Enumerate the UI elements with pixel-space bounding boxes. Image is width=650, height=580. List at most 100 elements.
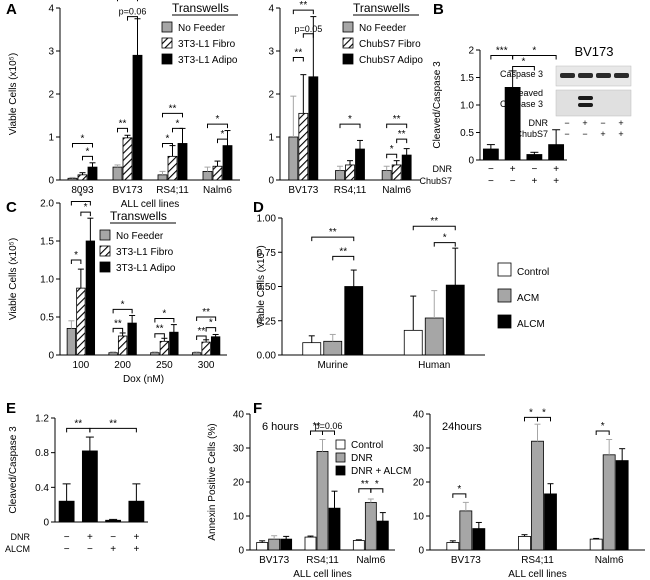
significance-label: **: [114, 318, 122, 329]
bar: [344, 286, 364, 356]
significance-bracket: [595, 430, 610, 435]
y-tick-label: 2: [48, 90, 54, 101]
y-tick-label: 3: [48, 47, 54, 58]
bar: [77, 174, 88, 181]
bar: [127, 322, 137, 356]
bar: [132, 54, 143, 181]
bar: [615, 460, 629, 551]
bar: [459, 510, 473, 551]
bar: [316, 450, 329, 551]
bar: [210, 336, 221, 356]
bar: [76, 287, 86, 356]
bar: [201, 341, 211, 356]
y-tick-label: 0.5: [460, 128, 474, 139]
bar: [177, 143, 188, 181]
condition-sign: +: [531, 176, 537, 187]
bar: [335, 170, 345, 181]
y-tick-label: 0: [48, 176, 54, 187]
y-tick-label: 10: [233, 512, 245, 523]
bar: [403, 329, 423, 356]
bar: [112, 166, 123, 181]
significance-label: *: [443, 233, 447, 244]
significance-bracket: [292, 9, 314, 15]
blot-dnr-sign: +: [582, 118, 587, 128]
bar: [472, 528, 486, 551]
y-tick-label: 30: [233, 444, 245, 455]
blot-strip-caspase3: [555, 65, 632, 87]
blot-label-caspase3: Caspase 3: [500, 69, 543, 79]
significance-label: *: [176, 118, 180, 129]
condition-sign: −: [510, 176, 516, 187]
blot-band-cleaved-2: [578, 103, 593, 107]
blot-dnr-sign: +: [618, 118, 623, 128]
condition-sign: +: [87, 532, 93, 543]
legend-label: 3T3-L1 Fibro: [178, 39, 236, 50]
legend-swatch: [161, 21, 173, 33]
legend-label: Control: [351, 440, 383, 451]
significance-bracket: [127, 16, 138, 21]
x-tick-label: RS4;11: [306, 555, 339, 566]
blot-chubs7-sign: +: [618, 129, 623, 139]
significance-label: *: [86, 146, 90, 157]
significance-bracket: [162, 142, 173, 148]
y-tick-label: 2: [468, 46, 474, 57]
significance-bracket: [292, 56, 304, 62]
western-blot: BV173 Caspase 3 Cleaved Caspase 3 DNR Ch…: [500, 44, 632, 139]
significance-bracket: [80, 211, 91, 217]
condition-row-label: ALCM: [5, 544, 30, 554]
blot-strip-cleaved: [555, 89, 632, 117]
significance-label: *: [529, 407, 533, 418]
x-axis-label: ALL cell lines: [293, 569, 352, 580]
bar: [518, 536, 531, 551]
significance-label: *: [74, 250, 78, 261]
blot-row-label-dnr: DNR: [529, 118, 549, 128]
legend-label: No Feeder: [116, 231, 164, 242]
condition-sign: +: [133, 532, 139, 543]
significance-bracket: [117, 0, 138, 2]
legend-label: Control: [517, 267, 549, 278]
significance-label: *: [81, 133, 85, 144]
legend-swatch: [161, 53, 173, 65]
x-tick-label: RS4;11: [156, 185, 189, 196]
chart-panel-a2: 0 1 2 3 4 BV173 RS4;11 Nalm6 Transwells No Feeder…: [268, 0, 423, 196]
legend-label: No Feeder: [178, 23, 226, 34]
significance-bracket: [339, 123, 361, 129]
blot-band-cleaved-1: [578, 96, 593, 100]
significance-label: **: [299, 0, 307, 11]
panel-letter: D: [253, 199, 264, 216]
panel-letter: F: [253, 400, 262, 417]
chart-title: 6 hours: [262, 421, 299, 433]
bar: [58, 500, 75, 523]
bar: [81, 450, 98, 523]
x-tick-label: 8093: [71, 185, 94, 196]
legend-label: No Feeder: [359, 23, 407, 34]
significance-bracket: [311, 236, 355, 242]
y-tick-label: 2.0: [40, 199, 54, 210]
condition-sign: −: [488, 164, 494, 175]
condition-sign: +: [510, 164, 516, 175]
bar: [323, 340, 343, 356]
panel-letter: C: [6, 199, 17, 216]
condition-sign: −: [488, 176, 494, 187]
significance-label: **: [74, 418, 82, 429]
significance-bracket: [452, 493, 467, 498]
condition-sign: +: [553, 176, 559, 187]
y-tick-label: 0.75: [257, 248, 277, 259]
bar: [169, 331, 179, 356]
legend-swatch: [497, 262, 512, 277]
x-tick-label: Nalm6: [595, 555, 624, 566]
y-tick-label: 1.00: [257, 214, 277, 225]
x-tick-label: RS4;11: [521, 555, 554, 566]
legend-label: DNR: [351, 453, 373, 464]
significance-bracket: [512, 55, 557, 60]
y-axis-label: Viable Cells (x10⁵): [8, 53, 19, 135]
significance-label: **: [202, 307, 210, 318]
y-axis-label: Cleaved/Caspase 3: [432, 61, 443, 149]
bar: [85, 240, 96, 356]
bar: [391, 164, 402, 181]
bar: [548, 144, 565, 161]
y-tick-label: 40: [233, 410, 245, 421]
bar: [117, 335, 128, 356]
y-axis-label: Viable Cells (x10⁵): [8, 238, 19, 320]
